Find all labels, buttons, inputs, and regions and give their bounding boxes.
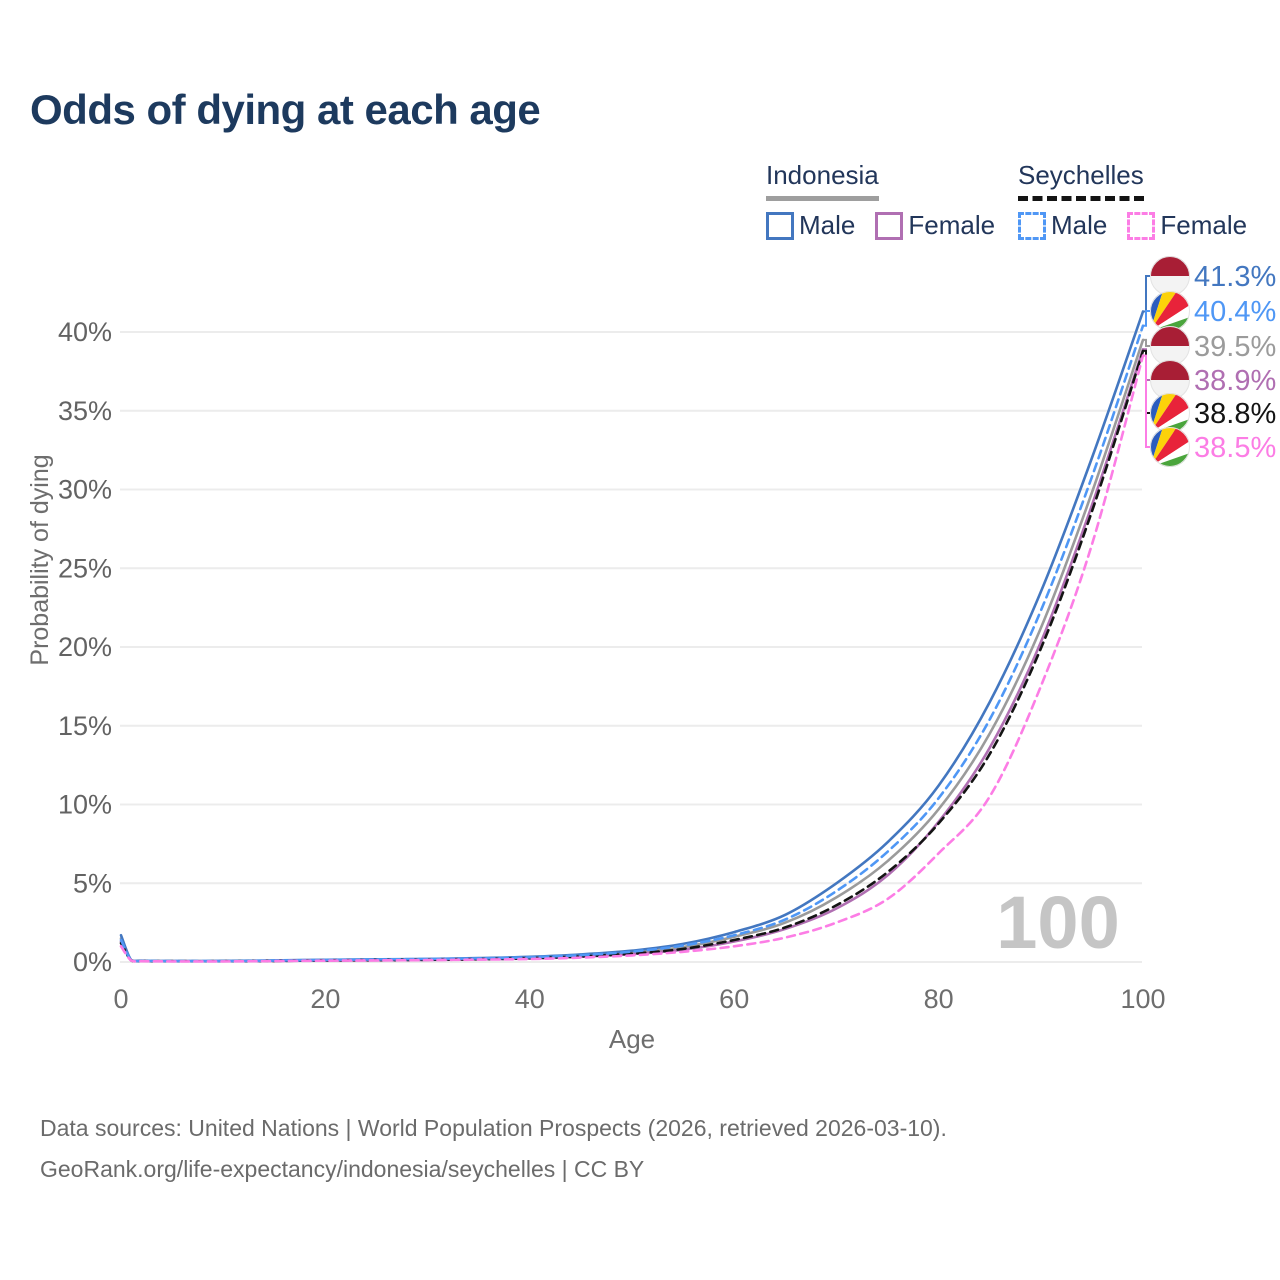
- x-tick-label: 100: [1120, 984, 1165, 1014]
- end-value-label-indonesia: 39.5%: [1194, 331, 1276, 363]
- legend-item-label: Female: [908, 210, 996, 240]
- gridlines: [120, 331, 1142, 963]
- series-line-indonesia-female[interactable]: [119, 348, 1145, 963]
- legend-item-indonesia-male[interactable]: Male: [766, 210, 855, 241]
- end-value-label-indonesia-female: 38.9%: [1194, 365, 1276, 397]
- seychelles-flag-icon: [1150, 427, 1190, 467]
- end-value-label-seychelles-female: 38.5%: [1194, 432, 1276, 464]
- indonesia-flag-icon: [1150, 256, 1190, 296]
- seychelles-flag-icon: [1150, 291, 1190, 331]
- series-lines: [119, 310, 1145, 963]
- legend-item-seychelles-female[interactable]: Female: [1127, 210, 1247, 241]
- end-value-label-seychelles-male: 40.4%: [1194, 296, 1276, 328]
- end-value-label-indonesia-male: 41.3%: [1194, 261, 1276, 293]
- label-connector: [1143, 338, 1150, 347]
- legend-item-indonesia-female[interactable]: Female: [875, 210, 995, 241]
- legend-group-indonesia: Indonesia Male Female: [766, 160, 1015, 241]
- x-tick-label: 60: [719, 984, 749, 1014]
- y-tick-label: 35%: [58, 396, 112, 426]
- age-watermark-value: 100: [996, 881, 1119, 964]
- footer-attribution: GeoRank.org/life-expectancy/indonesia/se…: [40, 1155, 645, 1182]
- y-tick-label: 10%: [58, 790, 112, 820]
- x-tick-label: 20: [310, 984, 340, 1014]
- label-connector: [1143, 354, 1150, 448]
- y-axis-title: Probability of dying: [26, 454, 54, 665]
- x-tick-label: 80: [924, 984, 954, 1014]
- legend-item-label: Male: [1051, 210, 1108, 240]
- axis-labels: 0% 5% 10% 15% 20% 25% 30% 35% 40% 0 20 40 60 80 100 Age…: [26, 317, 1166, 1054]
- y-tick-label: 0%: [73, 947, 112, 977]
- end-value-labels: 41.3%40.4%39.5%38.9%38.8%38.5%: [1143, 256, 1276, 467]
- y-tick-label: 25%: [58, 553, 112, 583]
- y-tick-label: 30%: [58, 475, 112, 505]
- chart-title: Odds of dying at each age: [30, 86, 541, 133]
- legend-item-seychelles-male[interactable]: Male: [1018, 210, 1107, 241]
- indonesia-flag-icon: [1150, 326, 1190, 366]
- series-line-seychelles[interactable]: [119, 349, 1145, 963]
- seychelles-female-swatch-icon: [1127, 211, 1156, 240]
- series-line-seychelles-female[interactable]: [119, 354, 1145, 963]
- x-axis-title: Age: [609, 1024, 655, 1054]
- age-watermark: 100: [996, 881, 1119, 964]
- legend-group-seychelles-name: Seychelles: [1018, 160, 1144, 201]
- series-line-indonesia-male[interactable]: [119, 310, 1145, 963]
- series-line-indonesia[interactable]: [119, 338, 1145, 963]
- indonesia-female-swatch-icon: [875, 211, 904, 240]
- label-connector: [1143, 275, 1150, 313]
- legend-item-label: Female: [1160, 210, 1248, 240]
- indonesia-male-swatch-icon: [766, 211, 794, 240]
- seychelles-flag-icon: [1150, 393, 1190, 433]
- y-tick-label: 5%: [73, 868, 112, 898]
- end-value-label-seychelles: 38.8%: [1194, 398, 1276, 430]
- legend-group-seychelles: Seychelles Male Female: [1018, 160, 1267, 241]
- x-tick-label: 0: [113, 984, 128, 1014]
- series-line-seychelles-male[interactable]: [119, 324, 1145, 963]
- label-connector: [1143, 310, 1150, 327]
- legend-group-indonesia-name: Indonesia: [766, 160, 879, 201]
- y-tick-label: 20%: [58, 632, 112, 662]
- seychelles-male-swatch-icon: [1018, 211, 1046, 240]
- footer: Data sources: United Nations | World Pop…: [40, 1108, 947, 1190]
- x-tick-label: 40: [515, 984, 545, 1014]
- legend-item-label: Male: [799, 210, 856, 240]
- footer-data-sources: Data sources: United Nations | World Pop…: [40, 1115, 947, 1141]
- y-tick-label: 40%: [58, 317, 112, 347]
- y-tick-label: 15%: [58, 711, 112, 741]
